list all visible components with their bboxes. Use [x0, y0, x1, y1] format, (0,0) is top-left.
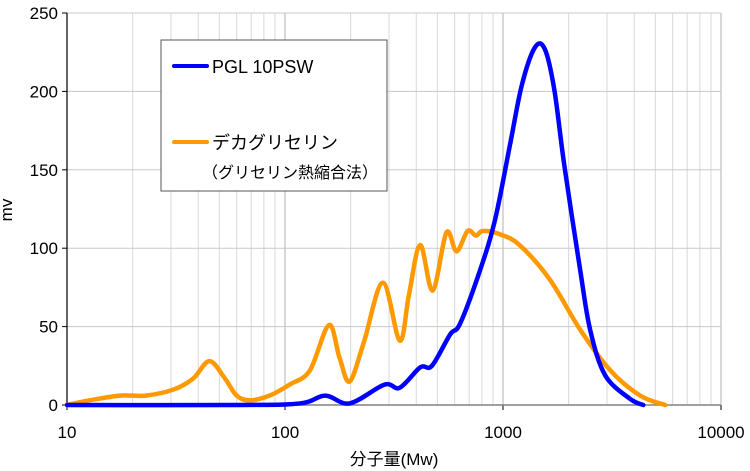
- legend-label-pgl: PGL 10PSW: [212, 57, 313, 77]
- y-tick-label: 250: [30, 4, 58, 23]
- y-tick-label: 100: [30, 239, 58, 258]
- y-tick-label: 200: [30, 82, 58, 101]
- series-line-1: [64, 228, 668, 408]
- y-tick-label: 150: [30, 161, 58, 180]
- legend-label-deca-sub: （グリセリン熱縮合法）: [202, 164, 378, 182]
- legend-label-deca: デカグリセリン: [212, 133, 338, 153]
- series-line-0: [64, 41, 646, 408]
- x-tick-label: 10: [58, 423, 77, 442]
- x-tick-label: 100: [271, 423, 299, 442]
- y-axis-label: mv: [0, 198, 16, 221]
- x-axis-label: 分子量(Mw): [350, 450, 439, 469]
- x-tick-label: 10000: [697, 423, 744, 442]
- legend: PGL 10PSW デカグリセリン （グリセリン熱縮合法）: [160, 39, 388, 192]
- y-tick-label: 50: [39, 318, 58, 337]
- x-tick-label: 1000: [484, 423, 522, 442]
- y-tick-label: 0: [49, 396, 58, 415]
- series-layer: [64, 41, 668, 408]
- tick-labels: 0 50 100 150 200 250 10 100 1000 10000: [30, 4, 745, 442]
